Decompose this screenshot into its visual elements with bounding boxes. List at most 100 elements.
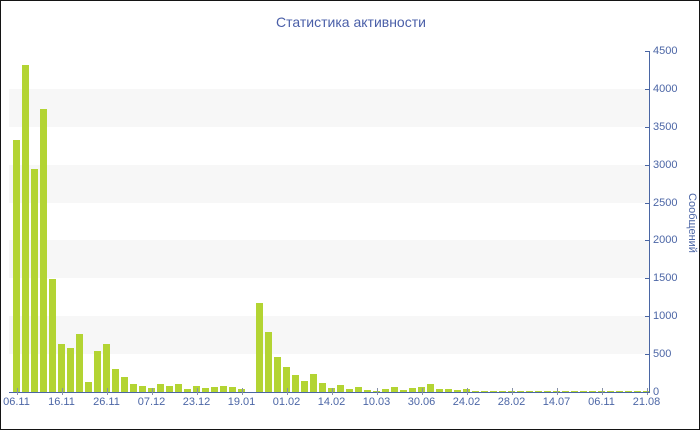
- y-tick-label: 2000: [653, 234, 678, 247]
- x-tick-label: 10.03: [362, 396, 391, 408]
- x-tick-label: 01.02: [272, 396, 301, 408]
- y-tick-mark: [645, 316, 649, 318]
- bar: [454, 389, 461, 392]
- bar: [355, 387, 362, 392]
- bar: [625, 391, 632, 392]
- y-tick-mark: [645, 88, 649, 90]
- x-tick-mark: [601, 388, 603, 395]
- bar: [94, 351, 101, 392]
- bar: [562, 390, 569, 392]
- bar: [139, 385, 146, 392]
- bar: [634, 390, 641, 392]
- x-tick-mark: [61, 388, 63, 395]
- x-axis-line: [9, 392, 650, 393]
- bar: [283, 367, 290, 392]
- x-tick-label: 14.07: [542, 396, 571, 408]
- x-tick-mark: [16, 388, 18, 395]
- bar: [409, 388, 416, 392]
- y-tick-label: 4000: [653, 82, 678, 95]
- bar: [85, 381, 92, 392]
- grid-stripe: [9, 126, 649, 165]
- bar: [184, 389, 191, 392]
- bar: [40, 108, 47, 392]
- y-tick-label: 0: [653, 386, 660, 398]
- bar: [472, 390, 479, 392]
- chart-title: Статистика активности: [276, 14, 426, 30]
- x-tick-mark: [511, 388, 513, 395]
- bar: [526, 390, 533, 392]
- bar: [445, 388, 452, 392]
- bar: [166, 385, 173, 392]
- grid-stripe: [9, 316, 649, 355]
- grid-stripe: [9, 51, 649, 89]
- y-tick-label: 3500: [653, 120, 678, 133]
- bar: [499, 391, 506, 392]
- x-tick-mark: [556, 388, 558, 395]
- x-tick-mark: [241, 388, 243, 395]
- bar: [31, 169, 38, 392]
- bar: [400, 390, 407, 392]
- bar: [274, 357, 281, 392]
- y-tick-label: 1000: [653, 310, 678, 323]
- x-tick-mark: [466, 388, 468, 395]
- y-axis-title: Сообщений: [686, 193, 698, 253]
- plot-area: [9, 51, 650, 393]
- x-tick-label: 06.11: [3, 396, 30, 408]
- bar: [22, 65, 29, 392]
- y-tick-mark: [645, 392, 649, 393]
- y-tick-label: 1500: [653, 272, 678, 285]
- bar: [229, 387, 236, 392]
- y-tick-mark: [645, 126, 649, 128]
- bar: [130, 384, 137, 392]
- x-tick-mark: [376, 388, 378, 395]
- x-tick-mark: [331, 388, 333, 395]
- bar: [319, 382, 326, 392]
- bar: [121, 376, 128, 392]
- bar: [220, 386, 227, 392]
- x-tick-mark: [106, 388, 108, 395]
- bar: [346, 388, 353, 392]
- x-tick-label: 19.01: [227, 396, 256, 408]
- x-tick-label: 06.11: [588, 396, 615, 408]
- grid-stripe: [9, 202, 649, 241]
- x-tick-label: 21.08: [632, 396, 661, 408]
- bar: [58, 343, 65, 392]
- bar: [337, 384, 344, 392]
- bar: [544, 390, 551, 392]
- bar: [175, 383, 182, 392]
- grid-stripe: [9, 88, 649, 127]
- y-tick-label: 3000: [653, 158, 678, 171]
- bar: [517, 391, 524, 392]
- bar: [436, 389, 443, 392]
- bar: [49, 279, 56, 392]
- x-tick-mark: [286, 388, 288, 395]
- x-tick-mark: [421, 388, 423, 395]
- y-tick-mark: [645, 202, 649, 204]
- x-tick-mark: [151, 388, 153, 395]
- bar: [427, 384, 434, 392]
- x-tick-label: 07.12: [137, 396, 166, 408]
- bar: [13, 139, 20, 392]
- bar: [589, 391, 596, 392]
- bar: [265, 331, 272, 392]
- x-tick-mark: [196, 388, 198, 395]
- y-tick-label: 2500: [653, 196, 678, 209]
- bar: [580, 390, 587, 392]
- x-tick-label: 23.12: [182, 396, 211, 408]
- bar: [364, 390, 371, 392]
- bar: [292, 374, 299, 392]
- y-tick-mark: [645, 278, 649, 280]
- x-tick-label: 28.02: [497, 396, 526, 408]
- bar: [382, 388, 389, 392]
- x-tick-mark: [646, 388, 648, 395]
- bar: [607, 391, 614, 392]
- bar: [481, 390, 488, 392]
- bar: [616, 390, 623, 392]
- bar: [571, 391, 578, 392]
- bar: [202, 387, 209, 392]
- bar: [301, 381, 308, 392]
- x-tick-label: 14.02: [317, 396, 346, 408]
- bar: [112, 368, 119, 392]
- x-tick-label: 26.11: [93, 396, 120, 408]
